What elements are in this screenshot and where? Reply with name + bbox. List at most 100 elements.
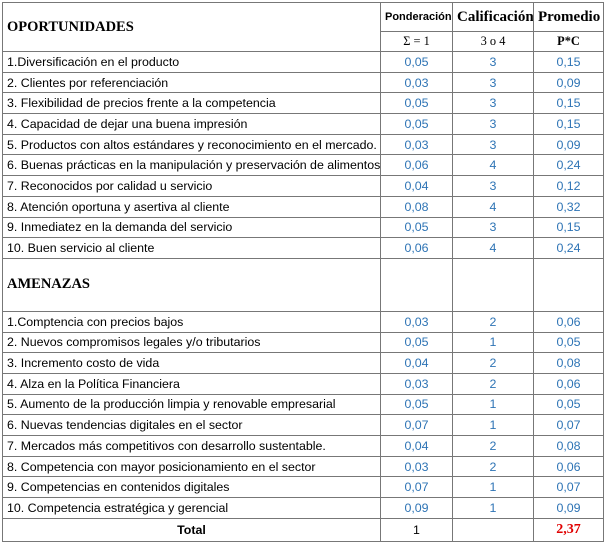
factor-label: 1.Comptencia con precios bajos <box>2 310 381 333</box>
factor-value: 2 <box>452 435 534 457</box>
factor-value: 3 <box>452 51 534 73</box>
subheader: P*C <box>533 31 604 52</box>
factor-label: 6. Buenas prácticas en la manipulación y… <box>2 154 381 177</box>
table-body: OPORTUNIDADES Ponderación Calificación P… <box>2 2 604 542</box>
factor-value: 0,15 <box>533 113 604 135</box>
empty-cell <box>452 517 534 542</box>
total-ponderacion: 1 <box>380 517 453 542</box>
factor-value: 1 <box>452 476 534 499</box>
factor-value: 4 <box>452 237 534 259</box>
factor-label: 9. Inmediatez en la demanda del servicio <box>2 216 381 239</box>
factor-value: 0,05 <box>533 331 604 354</box>
column-header: Calificación <box>452 2 534 32</box>
column-header: Ponderación <box>380 2 453 32</box>
factor-value: 3 <box>452 133 534 156</box>
factor-label: 7. Mercados más competitivos con desarro… <box>2 435 381 457</box>
factor-value: 0,09 <box>533 133 604 156</box>
factor-label: 4. Capacidad de dejar una buena impresió… <box>2 113 381 135</box>
factor-value: 0,24 <box>533 237 604 259</box>
factor-label: 2. Clientes por referenciación <box>2 71 381 94</box>
factor-label: 2. Nuevos compromisos legales y/o tribut… <box>2 331 381 354</box>
subheader: Σ = 1 <box>380 31 453 52</box>
factor-value: 4 <box>452 154 534 177</box>
subheader-row: Σ = 1 3 o 4 P*C <box>3 31 604 52</box>
section-title: AMENAZAS <box>2 257 381 312</box>
data-row: 5. Aumento de la producción limpia y ren… <box>2 393 604 416</box>
total-label: Total <box>2 517 381 542</box>
factor-value: 0,04 <box>380 352 453 374</box>
factor-label: 3. Flexibilidad de precios frente a la c… <box>2 92 381 115</box>
factor-value: 0,05 <box>380 216 453 239</box>
data-row: 9. Competencias en contenidos digitales 0… <box>2 476 604 499</box>
factor-value: 0,04 <box>380 435 453 457</box>
factor-value: 0,03 <box>380 71 453 94</box>
data-row: 1.Comptencia con precios bajos 0,03 2 0,06 <box>2 310 604 333</box>
factor-label: 8. Competencia con mayor posicionamiento… <box>2 455 381 478</box>
factor-value: 0,12 <box>533 175 604 197</box>
factor-value: 0,32 <box>533 195 604 218</box>
factor-value: 0,05 <box>380 113 453 135</box>
factor-label: 4. Alza en la Política Financiera <box>2 372 381 395</box>
factor-value: 3 <box>452 175 534 197</box>
factor-label: 1.Diversificación en el producto <box>2 51 381 73</box>
factor-value: 2 <box>452 352 534 374</box>
factor-label: 6. Nuevas tendencias digitales en el sec… <box>2 414 381 436</box>
factor-label: 5. Productos con altos estándares y reco… <box>2 133 381 156</box>
factor-value: 0,06 <box>533 455 604 478</box>
data-row: 8. Atención oportuna y asertiva al clien… <box>2 195 604 218</box>
factor-value: 4 <box>452 195 534 218</box>
factor-label: 9. Competencias en contenidos digitales <box>2 476 381 499</box>
factor-value: 0,07 <box>380 414 453 436</box>
factor-value: 0,08 <box>380 195 453 218</box>
factor-value: 0,06 <box>380 154 453 177</box>
factor-value: 0,05 <box>380 393 453 416</box>
factor-label: 5. Aumento de la producción limpia y ren… <box>2 393 381 416</box>
data-row: 7. Reconocidos por calidad u servicio 0,0… <box>2 175 604 197</box>
factor-value: 0,24 <box>533 154 604 177</box>
factor-value: 3 <box>452 92 534 115</box>
subheader: 3 o 4 <box>452 31 534 52</box>
data-row: 7. Mercados más competitivos con desarro… <box>2 435 604 457</box>
empty-cell <box>380 257 453 312</box>
factor-label: 8. Atención oportuna y asertiva al clien… <box>2 195 381 218</box>
section-title: OPORTUNIDADES <box>2 2 381 52</box>
factor-value: 0,09 <box>533 497 604 519</box>
factor-value: 0,05 <box>380 331 453 354</box>
factor-value: 0,07 <box>380 476 453 499</box>
factor-value: 0,07 <box>533 414 604 436</box>
factor-value: 3 <box>452 216 534 239</box>
data-row: 2. Clientes por referenciación 0,03 3 0,09 <box>2 71 604 94</box>
total-promedio: 2,37 <box>533 517 604 542</box>
column-header: Promedio <box>533 2 604 32</box>
data-row: 6. Nuevas tendencias digitales en el sec… <box>2 414 604 436</box>
data-row: 9. Inmediatez en la demanda del servicio… <box>2 216 604 239</box>
factor-value: 0,03 <box>380 310 453 333</box>
factor-value: 1 <box>452 393 534 416</box>
header-row: OPORTUNIDADES Ponderación Calificación P… <box>2 2 604 52</box>
factor-value: 2 <box>452 310 534 333</box>
factor-value: 0,04 <box>380 175 453 197</box>
factor-value: 1 <box>452 414 534 436</box>
data-row: 5. Productos con altos estándares y reco… <box>2 133 604 156</box>
factor-label: 10. Competencia estratégica y gerencial <box>2 497 381 519</box>
factor-value: 2 <box>452 372 534 395</box>
factor-label: 10. Buen servicio al cliente <box>2 237 381 259</box>
factor-value: 0,05 <box>380 92 453 115</box>
factor-value: 0,15 <box>533 216 604 239</box>
factor-value: 3 <box>452 71 534 94</box>
section-row: AMENAZAS <box>2 257 604 312</box>
data-row: 3. Flexibilidad de precios frente a la c… <box>2 92 604 115</box>
empty-cell <box>533 257 604 312</box>
data-row: 8. Competencia con mayor posicionamiento… <box>2 455 604 478</box>
factor-value: 0,09 <box>533 71 604 94</box>
factor-value: 2 <box>452 455 534 478</box>
factor-value: 3 <box>452 113 534 135</box>
data-row: 4. Alza en la Política Financiera 0,03 2 0,… <box>2 372 604 395</box>
factor-value: 0,06 <box>533 310 604 333</box>
factor-value: 0,06 <box>380 237 453 259</box>
factor-value: 0,15 <box>533 92 604 115</box>
data-row: 1.Diversificación en el producto 0,05 3 0,1… <box>2 51 604 73</box>
factor-value: 0,03 <box>380 133 453 156</box>
